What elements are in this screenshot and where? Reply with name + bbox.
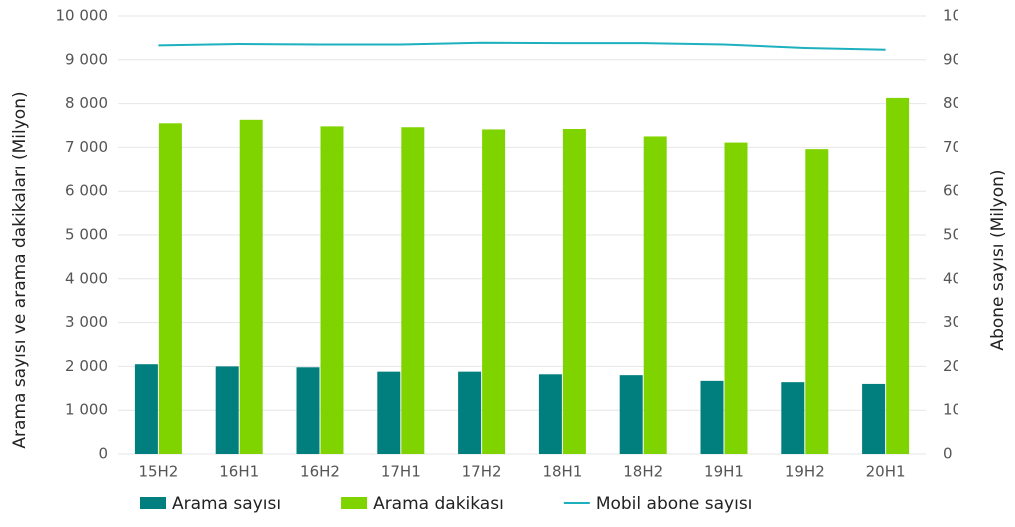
y-tick-label: 4 000 bbox=[65, 269, 108, 287]
bar bbox=[724, 142, 748, 454]
bar bbox=[134, 364, 158, 454]
y-tick-label: 1 000 bbox=[65, 401, 108, 419]
x-tick-label: 20H1 bbox=[866, 463, 906, 481]
legend: Arama sayısı Arama dakikası Mobil abone sa… bbox=[140, 494, 752, 514]
legend-swatch bbox=[140, 497, 166, 509]
y2-axis-title: Abone sayısı (Milyon) bbox=[988, 169, 1008, 350]
bar bbox=[643, 136, 667, 454]
y-tick-label: 8 000 bbox=[65, 94, 108, 112]
bar bbox=[239, 119, 263, 454]
y-tick-label: 10 000 bbox=[56, 7, 109, 25]
x-tick-label: 18H1 bbox=[542, 463, 582, 481]
y2-labels: 0 10 20 30 40 50 60 70 80 90 100 bbox=[943, 7, 972, 463]
y-tick-label: 3 000 bbox=[65, 313, 108, 331]
bar bbox=[158, 123, 182, 454]
y-tick-label: 2 000 bbox=[65, 357, 108, 375]
y-tick-label: 0 bbox=[98, 445, 108, 463]
y2-tick-label: 100 bbox=[943, 7, 972, 25]
y2-tick-label: 50 bbox=[943, 226, 962, 244]
y-tick-label: 5 000 bbox=[65, 226, 108, 244]
legend-label: Arama sayısı bbox=[172, 494, 281, 514]
bar bbox=[562, 129, 586, 454]
bar bbox=[862, 383, 886, 454]
bar bbox=[296, 367, 320, 454]
y2-tick-label: 90 bbox=[943, 50, 962, 68]
x-tick-label: 19H2 bbox=[785, 463, 825, 481]
bar bbox=[781, 382, 805, 454]
y-tick-label: 6 000 bbox=[65, 182, 108, 200]
y2-tick-label: 20 bbox=[943, 357, 962, 375]
legend-swatch bbox=[341, 497, 368, 509]
y2-tick-label: 70 bbox=[943, 138, 962, 156]
bar bbox=[805, 149, 829, 455]
x-tick-label: 15H2 bbox=[138, 463, 178, 481]
x-tick-label: 17H2 bbox=[462, 463, 502, 481]
legend-label: Mobil abone sayısı bbox=[596, 494, 753, 514]
line bbox=[158, 41, 886, 51]
y2-tick-label: 0 bbox=[943, 445, 953, 463]
bar bbox=[215, 366, 239, 454]
x-tick-label: 19H1 bbox=[704, 463, 744, 481]
y2-tick-label: 40 bbox=[943, 269, 962, 287]
bar bbox=[377, 371, 401, 454]
y2-tick-label: 30 bbox=[943, 313, 962, 331]
bar bbox=[700, 380, 724, 454]
legend-label: Arama dakikası bbox=[373, 494, 504, 514]
y-tick-label: 7 000 bbox=[65, 138, 108, 156]
bar bbox=[619, 375, 643, 454]
y-tick-label: 9 000 bbox=[65, 50, 108, 68]
y2-tick-label: 60 bbox=[943, 182, 962, 200]
bar bbox=[538, 374, 562, 454]
bar bbox=[458, 371, 482, 454]
bar bbox=[320, 126, 344, 454]
bar bbox=[401, 127, 425, 454]
y2-tick-label: 10 bbox=[943, 401, 962, 419]
x-tick-label: 18H2 bbox=[623, 463, 663, 481]
marks bbox=[134, 41, 910, 455]
x-tick-label: 16H2 bbox=[300, 463, 340, 481]
bar bbox=[886, 97, 910, 454]
y-axis-title: Arama sayısı ve arama dakikaları (Milyon… bbox=[10, 91, 30, 448]
x-tick-label: 17H1 bbox=[381, 463, 421, 481]
x-tick-label: 16H1 bbox=[219, 463, 259, 481]
y2-tick-label: 80 bbox=[943, 94, 962, 112]
bar bbox=[482, 129, 506, 454]
